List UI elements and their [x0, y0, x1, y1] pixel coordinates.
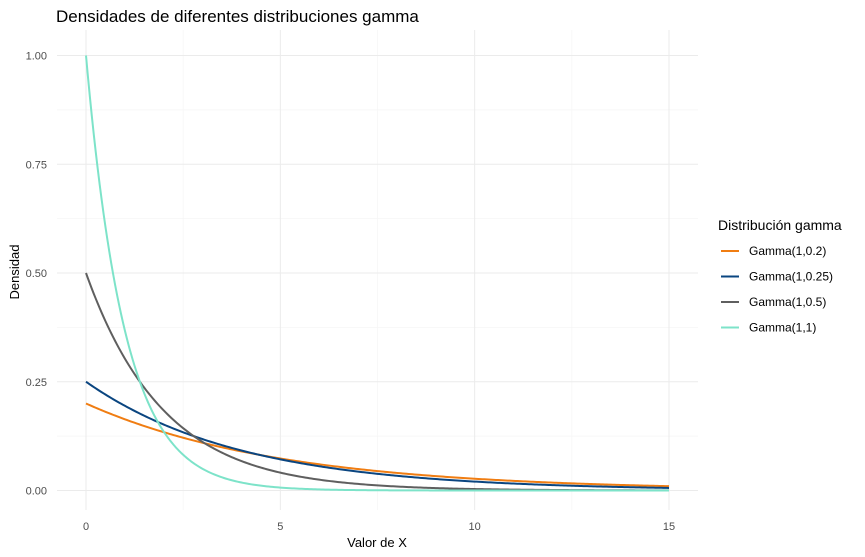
series-line — [85, 55, 669, 492]
y-axis-tick-labels: 0.00 0.25 0.50 0.75 1.00 — [26, 51, 47, 498]
y-axis-title: Densidad — [7, 245, 22, 300]
x-tick-label: 5 — [277, 521, 283, 533]
x-axis-tick-labels: 0 5 10 15 — [83, 521, 675, 533]
legend-title: Distribución gamma — [718, 217, 842, 233]
legend: Distribución gamma Gamma(1,0.2)Gamma(1,0… — [718, 217, 842, 335]
series-line — [85, 380, 670, 489]
y-tick-label: 0.50 — [26, 268, 47, 280]
series-line — [85, 402, 670, 488]
x-tick-label: 10 — [469, 521, 481, 533]
chart-title: Densidades de diferentes distribuciones … — [56, 7, 419, 26]
y-tick-label: 1.00 — [26, 51, 47, 63]
y-tick-label: 0.75 — [26, 159, 47, 171]
y-tick-label: 0.00 — [26, 486, 47, 498]
legend-label: Gamma(1,1) — [749, 321, 816, 335]
legend-label: Gamma(1,0.5) — [749, 295, 826, 309]
x-axis-title: Valor de X — [347, 535, 407, 550]
legend-label: Gamma(1,0.25) — [749, 270, 833, 284]
legend-items: Gamma(1,0.2) Gamma(1,0.25) Gamma(1,0.5) Gam… — [721, 244, 833, 335]
series-lines — [85, 55, 670, 492]
legend-label: Gamma(1,0.2) — [749, 244, 826, 258]
x-tick-label: 15 — [663, 521, 675, 533]
x-tick-label: 0 — [83, 521, 89, 533]
grid — [57, 30, 698, 510]
y-tick-label: 0.25 — [26, 377, 47, 389]
